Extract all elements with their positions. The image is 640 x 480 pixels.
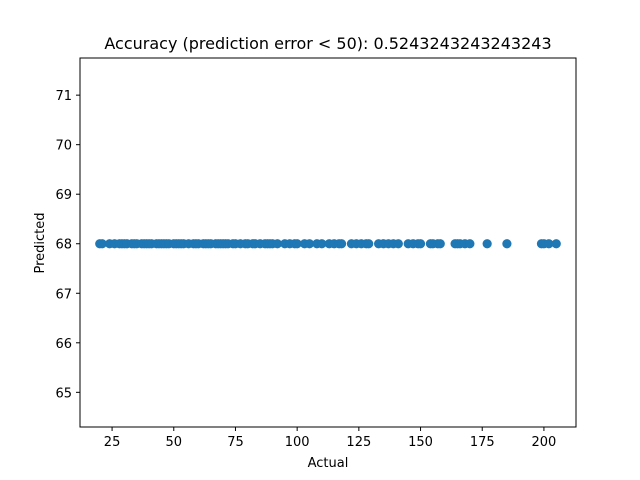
data-point	[97, 239, 107, 249]
data-point	[336, 239, 347, 249]
data-point	[435, 239, 445, 249]
x-tick-label: 25	[104, 435, 121, 450]
y-tick-label: 67	[55, 287, 72, 302]
y-tick-label: 70	[55, 139, 72, 154]
y-tick-label: 69	[55, 188, 72, 203]
data-point	[317, 239, 327, 249]
y-tick-label: 68	[55, 238, 72, 253]
x-axis-label: Actual	[308, 456, 349, 471]
plot-frame	[79, 57, 577, 428]
data-point	[415, 239, 426, 249]
x-tick-label: 75	[227, 435, 244, 450]
data-point	[482, 239, 492, 249]
x-tick-label: 175	[470, 435, 495, 450]
data-point	[544, 239, 554, 249]
x-axis-ticks: 25 50 75 100 125 150 175 200	[104, 427, 557, 450]
y-tick-label: 71	[55, 89, 72, 104]
chart-title: Accuracy (prediction error < 50): 0.5243…	[104, 34, 551, 53]
y-axis-label: Predicted	[33, 212, 48, 273]
data-point	[502, 239, 512, 249]
x-tick-label: 125	[346, 435, 371, 450]
data-point	[304, 239, 315, 249]
y-axis-ticks: 65 66 67 68 69 70 71	[55, 89, 80, 401]
data-points	[95, 239, 561, 249]
y-tick-label: 66	[55, 337, 72, 352]
x-tick-label: 150	[408, 435, 433, 450]
data-point	[465, 239, 475, 249]
x-tick-label: 50	[165, 435, 182, 450]
data-point	[364, 239, 374, 249]
y-tick-label: 65	[55, 386, 72, 401]
x-tick-label: 200	[532, 435, 557, 450]
x-tick-label: 100	[285, 435, 310, 450]
data-point	[272, 239, 283, 249]
data-point	[393, 239, 403, 249]
data-point	[551, 239, 561, 249]
data-point	[292, 239, 302, 249]
